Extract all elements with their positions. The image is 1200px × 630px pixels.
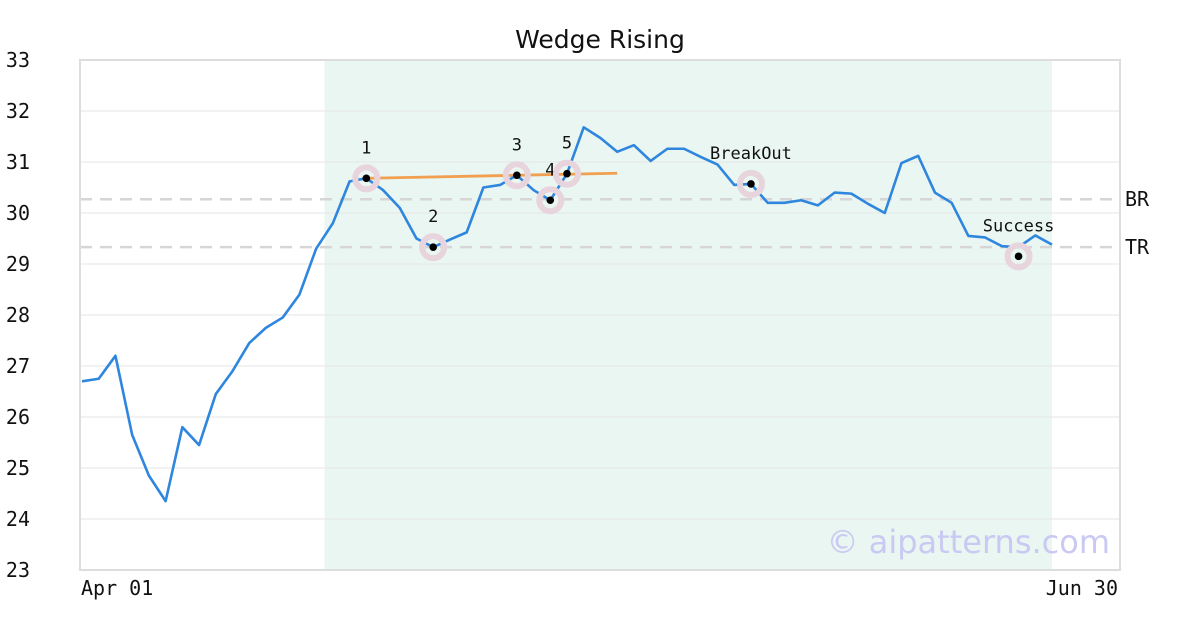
y-tick-label: 23 (6, 558, 30, 582)
y-tick-label: 32 (6, 99, 30, 123)
y-tick-label: 30 (6, 201, 30, 225)
point-dot-breakout (747, 180, 755, 188)
point-dot-3 (513, 171, 521, 180)
point-ring-breakout (736, 169, 765, 198)
point-label-2: 2 (428, 207, 438, 227)
point-ring-2 (419, 233, 448, 262)
x-tick-label: Jun 30 (1046, 576, 1118, 600)
y-tick-label: 27 (6, 354, 30, 378)
x-axis-ticks: Apr 01 Jun 30 (81, 576, 1118, 600)
y-tick-label: 25 (6, 456, 30, 480)
y-tick-label: 26 (6, 405, 30, 429)
plot-frame (79, 59, 1121, 571)
pattern-points: 1 2 3 45 BreakOut Success (352, 134, 1055, 271)
point-dot-5 (563, 169, 571, 178)
watermark: © aipatterns.com (827, 523, 1110, 561)
point-dot-success (1014, 252, 1023, 261)
level-label-tr: TR (1125, 235, 1150, 259)
y-tick-label: 29 (6, 252, 30, 276)
point-ring-success (1004, 242, 1033, 271)
point-label-5: 5 (562, 134, 572, 154)
point-ring-4 (536, 186, 565, 215)
y-tick-label: 28 (6, 303, 30, 327)
point-ring-1 (352, 164, 381, 193)
point-label-3: 3 (512, 135, 522, 155)
y-axis-ticks: 23 24 25 26 27 28 29 30 31 32 33 (6, 48, 30, 582)
point-label-1: 1 (361, 138, 371, 158)
point-label-breakout: BreakOut (710, 144, 792, 164)
point-ring-5 (553, 159, 581, 188)
point-label-4: 4 (545, 160, 555, 180)
chart-title: Wedge Rising (515, 25, 685, 54)
point-dot-2 (429, 243, 438, 251)
point-ring-3 (502, 161, 531, 190)
y-tick-label: 33 (6, 48, 30, 72)
point-dot-1 (362, 174, 371, 183)
x-tick-label: Apr 01 (81, 576, 153, 600)
point-dot-4 (546, 196, 555, 205)
point-label-success: Success (983, 216, 1055, 236)
y-tick-label: 31 (6, 150, 30, 174)
level-label-br: BR (1125, 187, 1150, 211)
y-tick-label: 24 (6, 507, 30, 531)
